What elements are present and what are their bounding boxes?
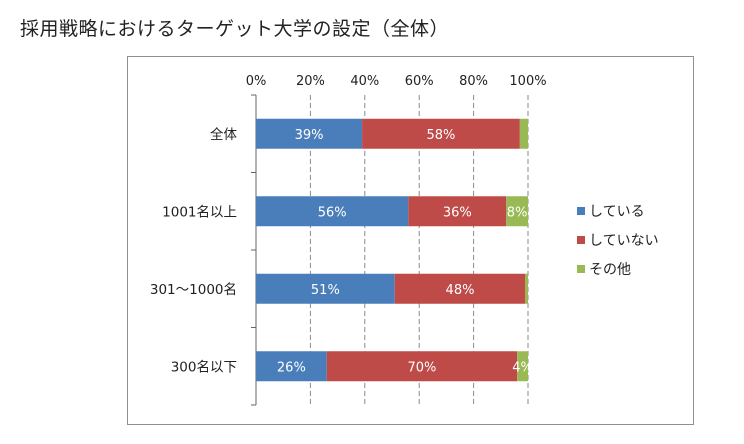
legend-swatch — [577, 207, 585, 215]
legend-label: その他 — [589, 262, 631, 278]
data-label: 36% — [443, 205, 472, 220]
bar-segment — [256, 351, 327, 382]
legend-swatch — [577, 265, 585, 273]
bar-segment — [408, 196, 507, 227]
data-label: 26% — [277, 360, 306, 375]
x-tick-label: 100% — [509, 74, 546, 89]
data-label: 8% — [507, 205, 528, 220]
legend-label: している — [589, 204, 645, 220]
chart-title: 採用戦略におけるターゲット大学の設定（全体） — [20, 18, 450, 40]
legend-label: していない — [589, 233, 659, 249]
bar-segment — [517, 351, 528, 382]
bar-segment — [326, 351, 518, 382]
data-label: 4% — [512, 360, 533, 375]
data-label: 51% — [311, 283, 340, 298]
data-label: 39% — [295, 128, 324, 143]
category-label: 300名以下 — [171, 359, 237, 375]
chart-frame: 0% 20% 40% 60% 80% 100% 全体 39% 58% 1001名以上 56% 36% 8… — [127, 56, 694, 425]
bar-segment — [362, 118, 520, 149]
legend-swatch — [577, 236, 585, 244]
data-label: 58% — [427, 128, 456, 143]
bar-segment — [256, 118, 363, 149]
category-label: 全体 — [210, 126, 237, 143]
bar-segment — [525, 273, 528, 304]
x-tick-label: 20% — [296, 74, 325, 89]
bar-segment — [256, 273, 395, 304]
bar-segment — [256, 196, 409, 227]
x-tick-label: 40% — [350, 74, 379, 89]
data-label: 56% — [318, 205, 347, 220]
bar-segment — [519, 118, 528, 149]
x-tick-label: 0% — [246, 74, 267, 89]
stacked-bar-chart: 0% 20% 40% 60% 80% 100% 全体 39% 58% 1001名以上 56% 36% 8… — [150, 74, 659, 406]
x-tick-label: 60% — [405, 74, 434, 89]
bar-segment — [394, 273, 526, 304]
bar-segment — [506, 196, 528, 227]
data-label: 48% — [446, 283, 475, 298]
category-label: 1001名以上 — [162, 204, 237, 220]
category-label: 301～1000名 — [150, 282, 237, 298]
data-label: 70% — [407, 360, 436, 375]
x-tick-label: 80% — [459, 74, 488, 89]
